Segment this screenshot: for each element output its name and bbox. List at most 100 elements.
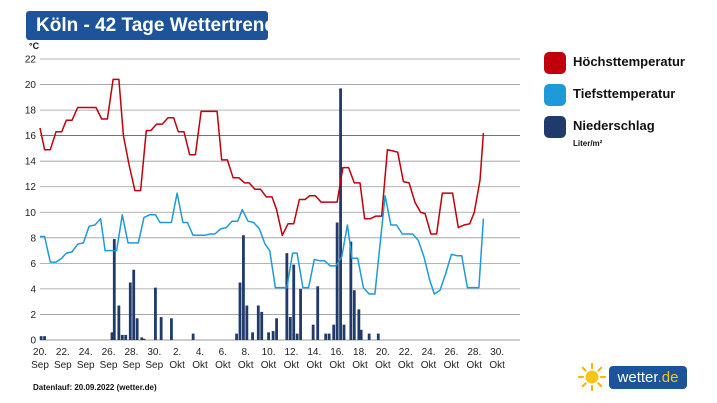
precip-bar — [316, 286, 320, 340]
precip-bar — [335, 222, 339, 340]
x-tick-day: 26. — [102, 347, 116, 358]
min-temp-line — [40, 192, 485, 295]
y-tick-label: 2 — [30, 310, 36, 321]
precip-bar — [275, 318, 278, 340]
x-tick-month: Okt — [192, 360, 208, 371]
precip-bar — [140, 337, 144, 340]
x-tick-month: Sep — [123, 360, 141, 371]
x-tick-day: 14. — [307, 347, 321, 358]
precip-bar — [245, 305, 249, 340]
y-tick-label: 8 — [30, 233, 36, 244]
x-tick-day: 30. — [147, 347, 161, 358]
x-tick-month: Okt — [467, 360, 483, 371]
precip-bar — [292, 264, 296, 340]
x-tick-month: Okt — [238, 360, 254, 371]
precip-bar — [339, 88, 342, 340]
x-tick-month: Sep — [54, 360, 72, 371]
x-tick-day: 10. — [262, 347, 276, 358]
x-tick-day: 6. — [219, 347, 227, 358]
x-tick-day: 16. — [330, 347, 344, 358]
precip-bar — [235, 333, 238, 340]
x-tick-day: 22. — [56, 347, 70, 358]
precip-bar — [260, 311, 264, 340]
precip-bar — [112, 239, 116, 340]
x-tick-month: Sep — [77, 360, 95, 371]
precip-bar — [43, 336, 46, 340]
x-tick-day: 24. — [422, 347, 436, 358]
precip-bar — [154, 287, 157, 340]
y-tick-label: 10 — [25, 208, 37, 219]
precip-bar — [124, 334, 128, 340]
precip-bar — [132, 269, 136, 340]
precip-bar — [39, 336, 43, 340]
temperature-lines — [39, 78, 485, 295]
y-tick-label: 12 — [25, 182, 37, 193]
x-tick-day: 26. — [444, 347, 458, 358]
legend-precip-label: Niederschlag — [573, 118, 655, 133]
max-temp-line — [39, 78, 485, 237]
precip-bar — [311, 324, 315, 340]
chart-grid — [40, 58, 520, 341]
legend-max-swatch — [544, 52, 566, 74]
precip-bar — [349, 241, 353, 340]
wetter-logo[interactable]: wetter.de — [577, 362, 689, 392]
precip-bar — [295, 333, 299, 340]
y-tick-label: 14 — [25, 157, 37, 168]
x-tick-month: Okt — [421, 360, 437, 371]
precip-bar — [251, 332, 254, 340]
y-tick-label: 20 — [25, 80, 37, 91]
logo-text: wetter.de — [609, 366, 687, 389]
precip-bar — [128, 282, 132, 340]
x-tick-month: Okt — [261, 360, 277, 371]
x-tick-day: 4. — [196, 347, 204, 358]
precip-bar — [267, 332, 270, 340]
x-tick-month: Okt — [375, 360, 391, 371]
x-tick-day: 28. — [467, 347, 481, 358]
x-tick-month: Okt — [215, 360, 231, 371]
legend-max-label: Höchsttemperatur — [573, 54, 685, 69]
x-tick-day: 12. — [284, 347, 298, 358]
precip-bar — [332, 324, 336, 340]
x-tick-month: Okt — [398, 360, 414, 371]
precip-bar — [299, 288, 302, 340]
x-tick-day: 20. — [33, 347, 47, 358]
y-tick-label: 4 — [30, 284, 36, 295]
precip-bar — [238, 282, 242, 340]
precip-bar — [327, 333, 331, 340]
precip-bar — [120, 334, 124, 340]
y-tick-label: 6 — [30, 259, 36, 270]
x-tick-month: Sep — [100, 360, 118, 371]
precip-bar — [288, 317, 292, 340]
x-tick-day: 18. — [353, 347, 367, 358]
legend-min-swatch — [544, 84, 566, 106]
x-tick-day: 20. — [376, 347, 390, 358]
chart-axes: 0 2 4 6 8 10 12 14 16 18 20 22 °C 20. Sep 22. Sep 24. Sep 2… — [25, 41, 505, 371]
x-tick-day: 2. — [173, 347, 181, 358]
precip-bar — [352, 290, 356, 340]
precip-bar — [117, 305, 121, 340]
x-tick-month: Okt — [352, 360, 368, 371]
legend-min-label: Tiefsttemperatur — [573, 86, 676, 101]
precip-bar — [242, 235, 245, 340]
precipitation-bars — [39, 88, 380, 340]
precip-bar — [135, 318, 139, 340]
precip-bar — [376, 333, 380, 340]
precip-bar — [324, 333, 328, 340]
precip-bar — [110, 332, 114, 340]
x-tick-day: 8. — [242, 347, 250, 358]
x-tick-month: Okt — [307, 360, 323, 371]
precip-bar — [367, 333, 371, 340]
data-run-note: Datenlauf: 20.09.2022 (wetter.de) — [33, 383, 157, 392]
precip-bar — [285, 253, 289, 340]
precip-unit-label: Liter/m² — [573, 139, 603, 148]
y-tick-label: 0 — [30, 336, 36, 347]
sun-icon — [577, 362, 607, 392]
precip-bar — [357, 309, 361, 340]
y-tick-label: 16 — [25, 131, 37, 142]
x-tick-month: Okt — [444, 360, 460, 371]
x-tick-day: 22. — [399, 347, 413, 358]
page-title: Köln - 42 Tage Wettertrend — [26, 11, 276, 40]
precip-bar — [256, 305, 260, 340]
precip-bar — [142, 338, 146, 340]
precip-bar — [359, 329, 363, 340]
